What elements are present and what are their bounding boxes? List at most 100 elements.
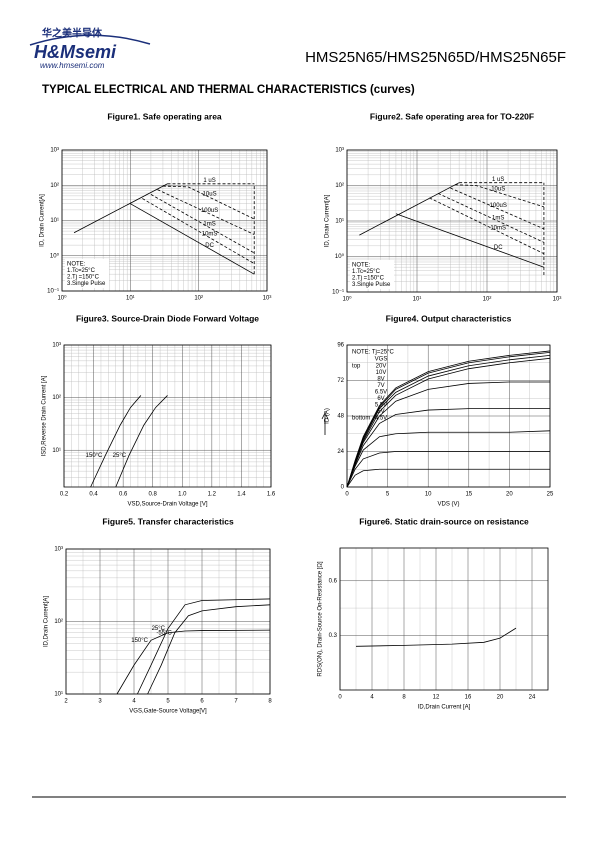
x-tick-label: 0.6 (119, 492, 128, 498)
x-axis-label: ID,Drain Current [A] (418, 705, 471, 711)
curve-label: 10mS (202, 232, 218, 238)
y-tick-label: 10⁰ (50, 252, 60, 259)
curve (450, 187, 545, 230)
note: 3.Single Pulse (67, 281, 106, 287)
y-tick-label: 10² (52, 395, 61, 401)
x-tick-label: 20 (506, 492, 513, 498)
x-tick-label: 0.8 (149, 492, 158, 498)
y-axis-label: RDS(ON), Drain-Source On-Resistance [Ω] (318, 561, 324, 677)
y-tick-label: 10⁰ (335, 253, 345, 260)
curve-label: 25°C (152, 626, 166, 632)
x-tick-label: 0.2 (60, 492, 69, 498)
curve (147, 604, 271, 695)
curve (346, 350, 551, 488)
x-tick-label: 5 (166, 699, 170, 705)
curve-label: -55°C (156, 630, 172, 636)
plot-frame (346, 344, 551, 488)
curve-label: DC (494, 245, 503, 251)
doc-title: HMS25N65/HMS25N65D/HMS25N65F (305, 49, 566, 66)
x-tick-label: 8 (268, 699, 272, 705)
axis-arrow (321, 412, 329, 435)
curve (359, 182, 460, 236)
curve (162, 185, 255, 220)
note: 2.Tj =150°C (67, 275, 100, 281)
legend-entry: 5V (377, 409, 384, 415)
x-axis-label: VGS,Gate-Source Voltage[V] (129, 709, 207, 715)
y-axis-label: ID, Drain Current[A] (325, 194, 331, 247)
plot-frame (339, 547, 549, 691)
x-tick-label: 10² (194, 296, 203, 302)
x-tick-label: 3 (98, 699, 102, 705)
x-tick-label: 10¹ (413, 297, 422, 303)
plot-frame (346, 149, 558, 293)
curve (73, 183, 168, 234)
x-tick-label: 2 (64, 699, 68, 705)
x-tick-label: 0 (345, 492, 349, 498)
y-tick-label: 10⁻¹ (47, 289, 59, 295)
legend-entry: 10V (376, 370, 387, 376)
x-tick-label: 10⁰ (57, 295, 67, 302)
y-tick-label: 10¹ (54, 692, 63, 698)
curve (437, 193, 545, 243)
x-tick-label: 10³ (553, 297, 562, 303)
curve-label: DC (205, 243, 214, 249)
curve (346, 354, 551, 488)
curve-label: 10uS (203, 191, 217, 197)
curve (346, 430, 551, 488)
curve-label: 25°C (113, 453, 127, 459)
x-tick-label: 15 (465, 492, 472, 498)
curve (130, 203, 255, 275)
y-tick-label: 0.3 (329, 633, 338, 639)
note: 3.Single Pulse (352, 282, 391, 288)
legend-entry: 6.5V (375, 390, 387, 396)
x-tick-label: 1.4 (237, 492, 246, 498)
y-tick-label: 10² (54, 619, 63, 625)
legend-entry: 4.5V (375, 416, 387, 422)
x-tick-label: 20 (497, 695, 504, 701)
y-axis-label: ID (A) (325, 408, 331, 424)
curve (355, 627, 517, 647)
legend-bottom: bottom (352, 416, 370, 422)
logo-cn: 华之美半导体 (42, 27, 103, 40)
x-tick-label: 10 (425, 492, 432, 498)
y-tick-label: 48 (337, 414, 344, 420)
figure-title: Figure1. Safe operating area (107, 111, 222, 121)
x-axis-label: VDS (V) (437, 502, 459, 508)
note: 1.Tc=25°C (67, 268, 96, 274)
section-title: TYPICAL ELECTRICAL AND THERMAL CHARACTER… (42, 84, 415, 96)
figure-title: Figure5. Transfer characteristics (102, 516, 234, 526)
curve (116, 629, 271, 695)
y-tick-label: 0.6 (329, 578, 338, 584)
legend-entry: 7V (377, 383, 384, 389)
y-tick-label: 10⁻¹ (332, 290, 344, 296)
note: NOTE: (67, 262, 86, 268)
curve-label: 1mS (492, 215, 504, 221)
y-tick-label: 10³ (54, 547, 63, 553)
curve (346, 408, 550, 488)
x-tick-label: 10³ (263, 296, 272, 302)
y-tick-label: 10¹ (50, 218, 59, 224)
curve (142, 198, 255, 264)
curve (115, 395, 168, 488)
y-axis-label: ID, Drain Current[A] (40, 194, 46, 247)
y-tick-label: 10² (335, 183, 344, 189)
legend-title: VGS (375, 357, 388, 363)
logo-swoosh (29, 34, 151, 46)
x-tick-label: 5 (386, 492, 390, 498)
curve (429, 197, 545, 255)
plot-frame (61, 149, 268, 292)
y-axis-label: ID,Drain Current[A] (44, 596, 50, 647)
note: NOTE: Tj=25°C (352, 350, 394, 356)
y-tick-label: 10³ (50, 148, 59, 154)
x-tick-label: 16 (465, 695, 472, 701)
curve-label: 100uS (490, 203, 507, 209)
curve (395, 213, 545, 268)
note: 2.Tj =150°C (352, 276, 385, 282)
note: 1.Tc=25°C (352, 269, 381, 275)
curve-label: 1 uS (492, 177, 504, 183)
figure-title: Figure2. Safe operating area for TO-220F (370, 111, 534, 121)
note: NOTE: (352, 263, 371, 269)
y-tick-label: 10³ (335, 148, 344, 154)
x-tick-label: 4 (370, 695, 374, 701)
